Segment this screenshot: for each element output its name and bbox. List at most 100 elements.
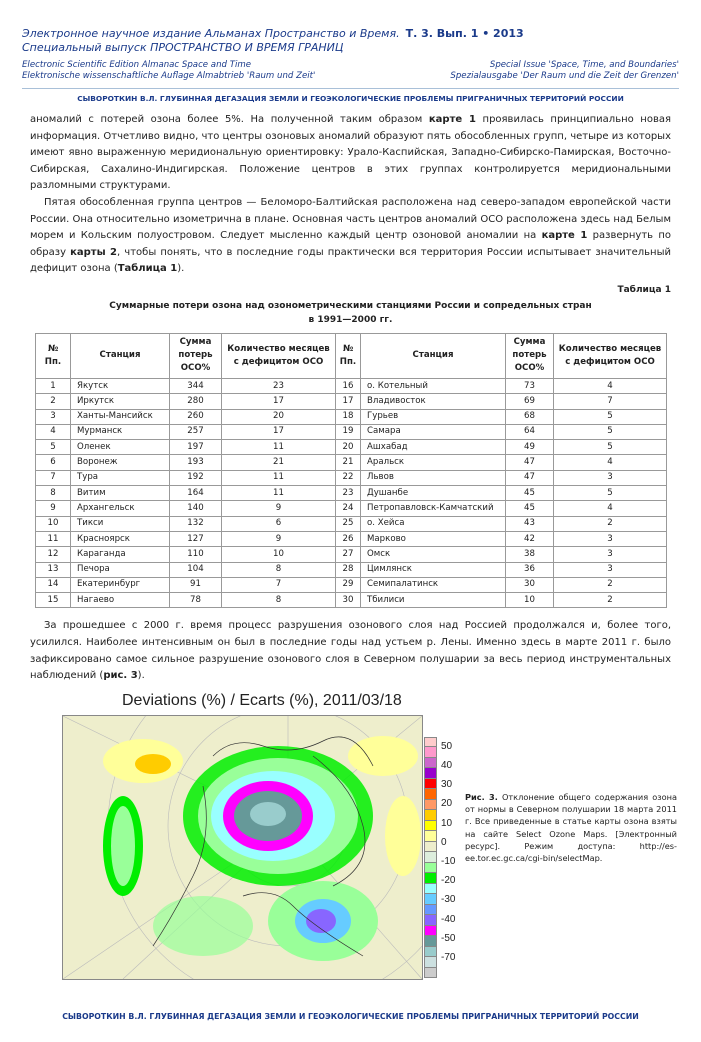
cell-number: 1 <box>35 377 71 395</box>
legend-swatch <box>424 736 437 748</box>
cell-sum-loss: 64 <box>505 423 554 441</box>
special-issue-ru: Специальный выпуск ПРОСТРАНСТВО И ВРЕМЯ … <box>22 41 344 54</box>
text: ). <box>137 670 145 682</box>
cell-sum-loss: 69 <box>505 393 554 410</box>
table-row: 9 Архангельск 140 9 24 Петропавловск-Камчатск… <box>35 500 667 517</box>
text: За прошедшее с 2000 г. время процесс раз… <box>30 620 671 682</box>
cell-station: Марково <box>360 530 506 548</box>
cell-station: Оленек <box>70 439 170 456</box>
legend-label: 20 <box>441 798 453 810</box>
cell-sum-loss: 193 <box>169 454 222 471</box>
cell-number: 10 <box>35 515 71 532</box>
cell-number: 2 <box>35 393 71 410</box>
cell-months: 5 <box>553 485 667 502</box>
table-row: 10 Тикси 132 6 25 о. Хейса 43 2 <box>35 515 667 532</box>
cell-station: Тбилиси <box>360 592 506 609</box>
legend-swatch <box>424 904 437 916</box>
legend-swatch <box>424 852 437 863</box>
cell-number: 4 <box>35 423 71 441</box>
cell-months: 5 <box>553 408 667 425</box>
legend-swatch <box>424 789 437 800</box>
legend-swatch <box>424 883 437 895</box>
cell-station: Гурьев <box>360 408 506 425</box>
cell-number: 15 <box>35 592 71 609</box>
header-months-deficit: Количество месяцев с дефицитом ОСО <box>221 332 336 379</box>
cell-months: 3 <box>553 530 667 548</box>
table-label: Таблица 1 <box>617 284 671 295</box>
legend-label: -10 <box>441 855 456 867</box>
cell-station: Цимлянск <box>360 561 506 578</box>
legend-label: 10 <box>441 817 453 829</box>
cell-months: 11 <box>221 485 336 502</box>
header-station: Станция <box>70 332 170 379</box>
legend-swatch <box>424 957 437 968</box>
legend-swatch <box>424 873 437 884</box>
cell-sum-loss: 68 <box>505 408 554 425</box>
cell-sum-loss: 91 <box>169 576 222 594</box>
cell-number: 12 <box>35 546 71 563</box>
legend-swatch <box>424 841 437 853</box>
cell-number: 27 <box>335 546 361 563</box>
table-row: 7 Тура 192 11 22 Львов 47 3 <box>35 469 667 487</box>
journal-title-en: Electronic Scientific Edition Almanac Sp… <box>22 60 252 70</box>
table-title-line: в 1991—2000 гг. <box>308 314 393 325</box>
cell-station: Душанбе <box>360 485 506 502</box>
cell-months: 2 <box>553 592 667 609</box>
figure-3: Deviations (%) / Ecarts (%), 2011/03/18 <box>22 691 679 981</box>
figure-title: Deviations (%) / Ecarts (%), 2011/03/18 <box>122 691 402 709</box>
cell-sum-loss: 45 <box>505 485 554 502</box>
cell-sum-loss: 43 <box>505 515 554 532</box>
header-number: № Пп. <box>35 332 71 379</box>
table-row: 13 Печора 104 8 28 Цимлянск 36 3 <box>35 561 667 578</box>
paragraph-3: За прошедшее с 2000 г. время процесс раз… <box>30 618 671 684</box>
caption-text: Отклонение общего содержания озона от но… <box>465 791 677 864</box>
journal-name: Электронное научное издание Альманах Про… <box>22 27 400 40</box>
cell-number: 17 <box>335 393 361 410</box>
table-row: 4 Мурманск 257 17 19 Самара 64 5 <box>35 423 667 441</box>
cell-station: о. Хейса <box>360 515 506 532</box>
cell-number: 16 <box>335 377 361 395</box>
cell-station: Архангельск <box>70 500 170 517</box>
cell-station: Семипалатинск <box>360 576 506 594</box>
cell-station: Владивосток <box>360 393 506 410</box>
cell-station: Витим <box>70 485 170 502</box>
table-row: 3 Ханты-Мансийск 260 20 18 Гурьев 68 5 <box>35 408 667 425</box>
cell-station: Петропавловск-Камчатский <box>360 500 506 517</box>
cell-number: 9 <box>35 500 71 517</box>
table-row: 2 Иркутск 280 17 17 Владивосток 69 7 <box>35 393 667 410</box>
cell-months: 17 <box>221 423 336 441</box>
header-number: № Пп. <box>335 332 361 379</box>
cell-station: Воронеж <box>70 454 170 471</box>
cell-months: 4 <box>553 377 667 395</box>
cell-months: 20 <box>221 408 336 425</box>
cell-sum-loss: 192 <box>169 469 222 487</box>
cell-number: 28 <box>335 561 361 578</box>
cell-months: 3 <box>553 546 667 563</box>
cell-months: 17 <box>221 393 336 410</box>
cell-station: о. Котельный <box>360 377 506 395</box>
cell-station: Омск <box>360 546 506 563</box>
cell-sum-loss: 344 <box>169 377 222 395</box>
cell-sum-loss: 104 <box>169 561 222 578</box>
legend-swatch <box>424 894 437 905</box>
cell-months: 7 <box>221 576 336 594</box>
cell-number: 8 <box>35 485 71 502</box>
cell-number: 14 <box>35 576 71 594</box>
special-issue-en: Special Issue 'Space, Time, and Boundari… <box>489 60 679 70</box>
cell-months: 5 <box>553 423 667 441</box>
cell-sum-loss: 30 <box>505 576 554 594</box>
table-title-line: Суммарные потери озона над озонометричес… <box>109 300 592 311</box>
legend-swatch <box>424 768 437 779</box>
table-row: 1 Якутск 344 23 16 о. Котельный 73 4 <box>35 377 667 395</box>
cell-station: Тикси <box>70 515 170 532</box>
text: , чтобы понять, что в последние годы пра… <box>30 246 671 275</box>
paragraph-2: Пятая обособленная группа центров — Бело… <box>30 195 671 278</box>
table-row: 15 Нагаево 78 8 30 Тбилиси 10 2 <box>35 592 667 609</box>
cell-station: Мурманск <box>70 423 170 441</box>
cell-number: 21 <box>335 454 361 471</box>
cell-station: Ханты-Мансийск <box>70 408 170 425</box>
special-issue-en-de: Special Issue 'Space, Time, and Boundari… <box>450 60 679 82</box>
cell-number: 3 <box>35 408 71 425</box>
ref-map-1: карте 1 <box>541 230 588 242</box>
cell-months: 11 <box>221 439 336 456</box>
